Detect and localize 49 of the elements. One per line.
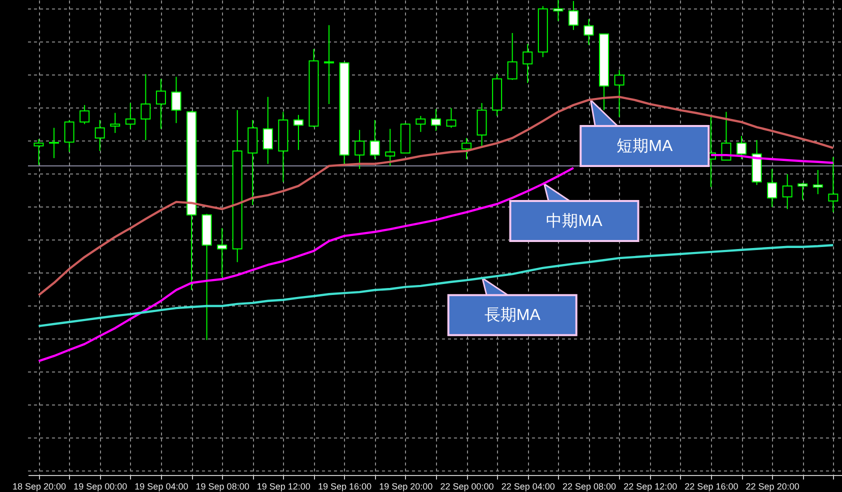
- candlestick: [446, 108, 456, 128]
- candlestick: [94, 120, 105, 152]
- x-tick-label: 22 Sep 16:00: [684, 482, 738, 492]
- candlestick: [156, 78, 166, 130]
- candlestick: [614, 70, 624, 118]
- candlestick: [64, 120, 74, 152]
- candlestick: [262, 96, 273, 164]
- candlestick: [110, 112, 120, 134]
- series-label: 中期MA: [546, 212, 603, 230]
- candlestick: [736, 136, 747, 160]
- candlestick: [354, 129, 365, 170]
- x-tick-label: 19 Sep 00:00: [74, 482, 128, 492]
- x-tick-label: 19 Sep 20:00: [379, 482, 433, 492]
- candlestick: [324, 24, 334, 105]
- candlestick: [798, 182, 808, 200]
- candlestick: [217, 228, 228, 278]
- candlestick: [828, 156, 838, 213]
- x-tick-label: 19 Sep 12:00: [256, 482, 310, 492]
- x-tick-label: 19 Sep 08:00: [196, 482, 250, 492]
- candlestick: [370, 120, 380, 160]
- candlestick: [49, 127, 60, 159]
- x-tick-label: 19 Sep 16:00: [318, 482, 372, 492]
- x-tick-label: 22 Sep 08:00: [562, 482, 616, 492]
- candlestick: [34, 138, 44, 166]
- candlestick: [462, 138, 472, 160]
- candlestick: [171, 76, 182, 124]
- candlestick: [507, 32, 518, 80]
- candlestick: [568, 0, 578, 30]
- candlestick: [140, 74, 151, 141]
- x-tick-label: 22 Sep 04:00: [501, 482, 555, 492]
- candlestick: [416, 115, 426, 132]
- candlestick: [430, 108, 441, 132]
- candlestick: [782, 174, 792, 210]
- x-tick-label: 19 Sep 04:00: [134, 482, 188, 492]
- candlestick: [522, 43, 533, 84]
- candlestick: [767, 168, 778, 208]
- candlestick: [293, 114, 304, 150]
- candlestick: [80, 104, 90, 125]
- series-label: 短期MA: [616, 136, 673, 155]
- candlestick: [385, 128, 396, 166]
- candlestick: [584, 18, 594, 46]
- x-tick-label: 22 Sep 12:00: [624, 482, 678, 492]
- series-label: 長期MA: [484, 306, 541, 324]
- candlestick: [812, 170, 823, 195]
- candlestick: [125, 102, 136, 130]
- x-tick-label: 18 Sep 20:00: [12, 482, 66, 492]
- x-tick-label: 22 Sep 20:00: [746, 482, 800, 492]
- x-tick-label: 22 Sep 00:00: [440, 482, 494, 492]
- candlestick: [553, 0, 564, 22]
